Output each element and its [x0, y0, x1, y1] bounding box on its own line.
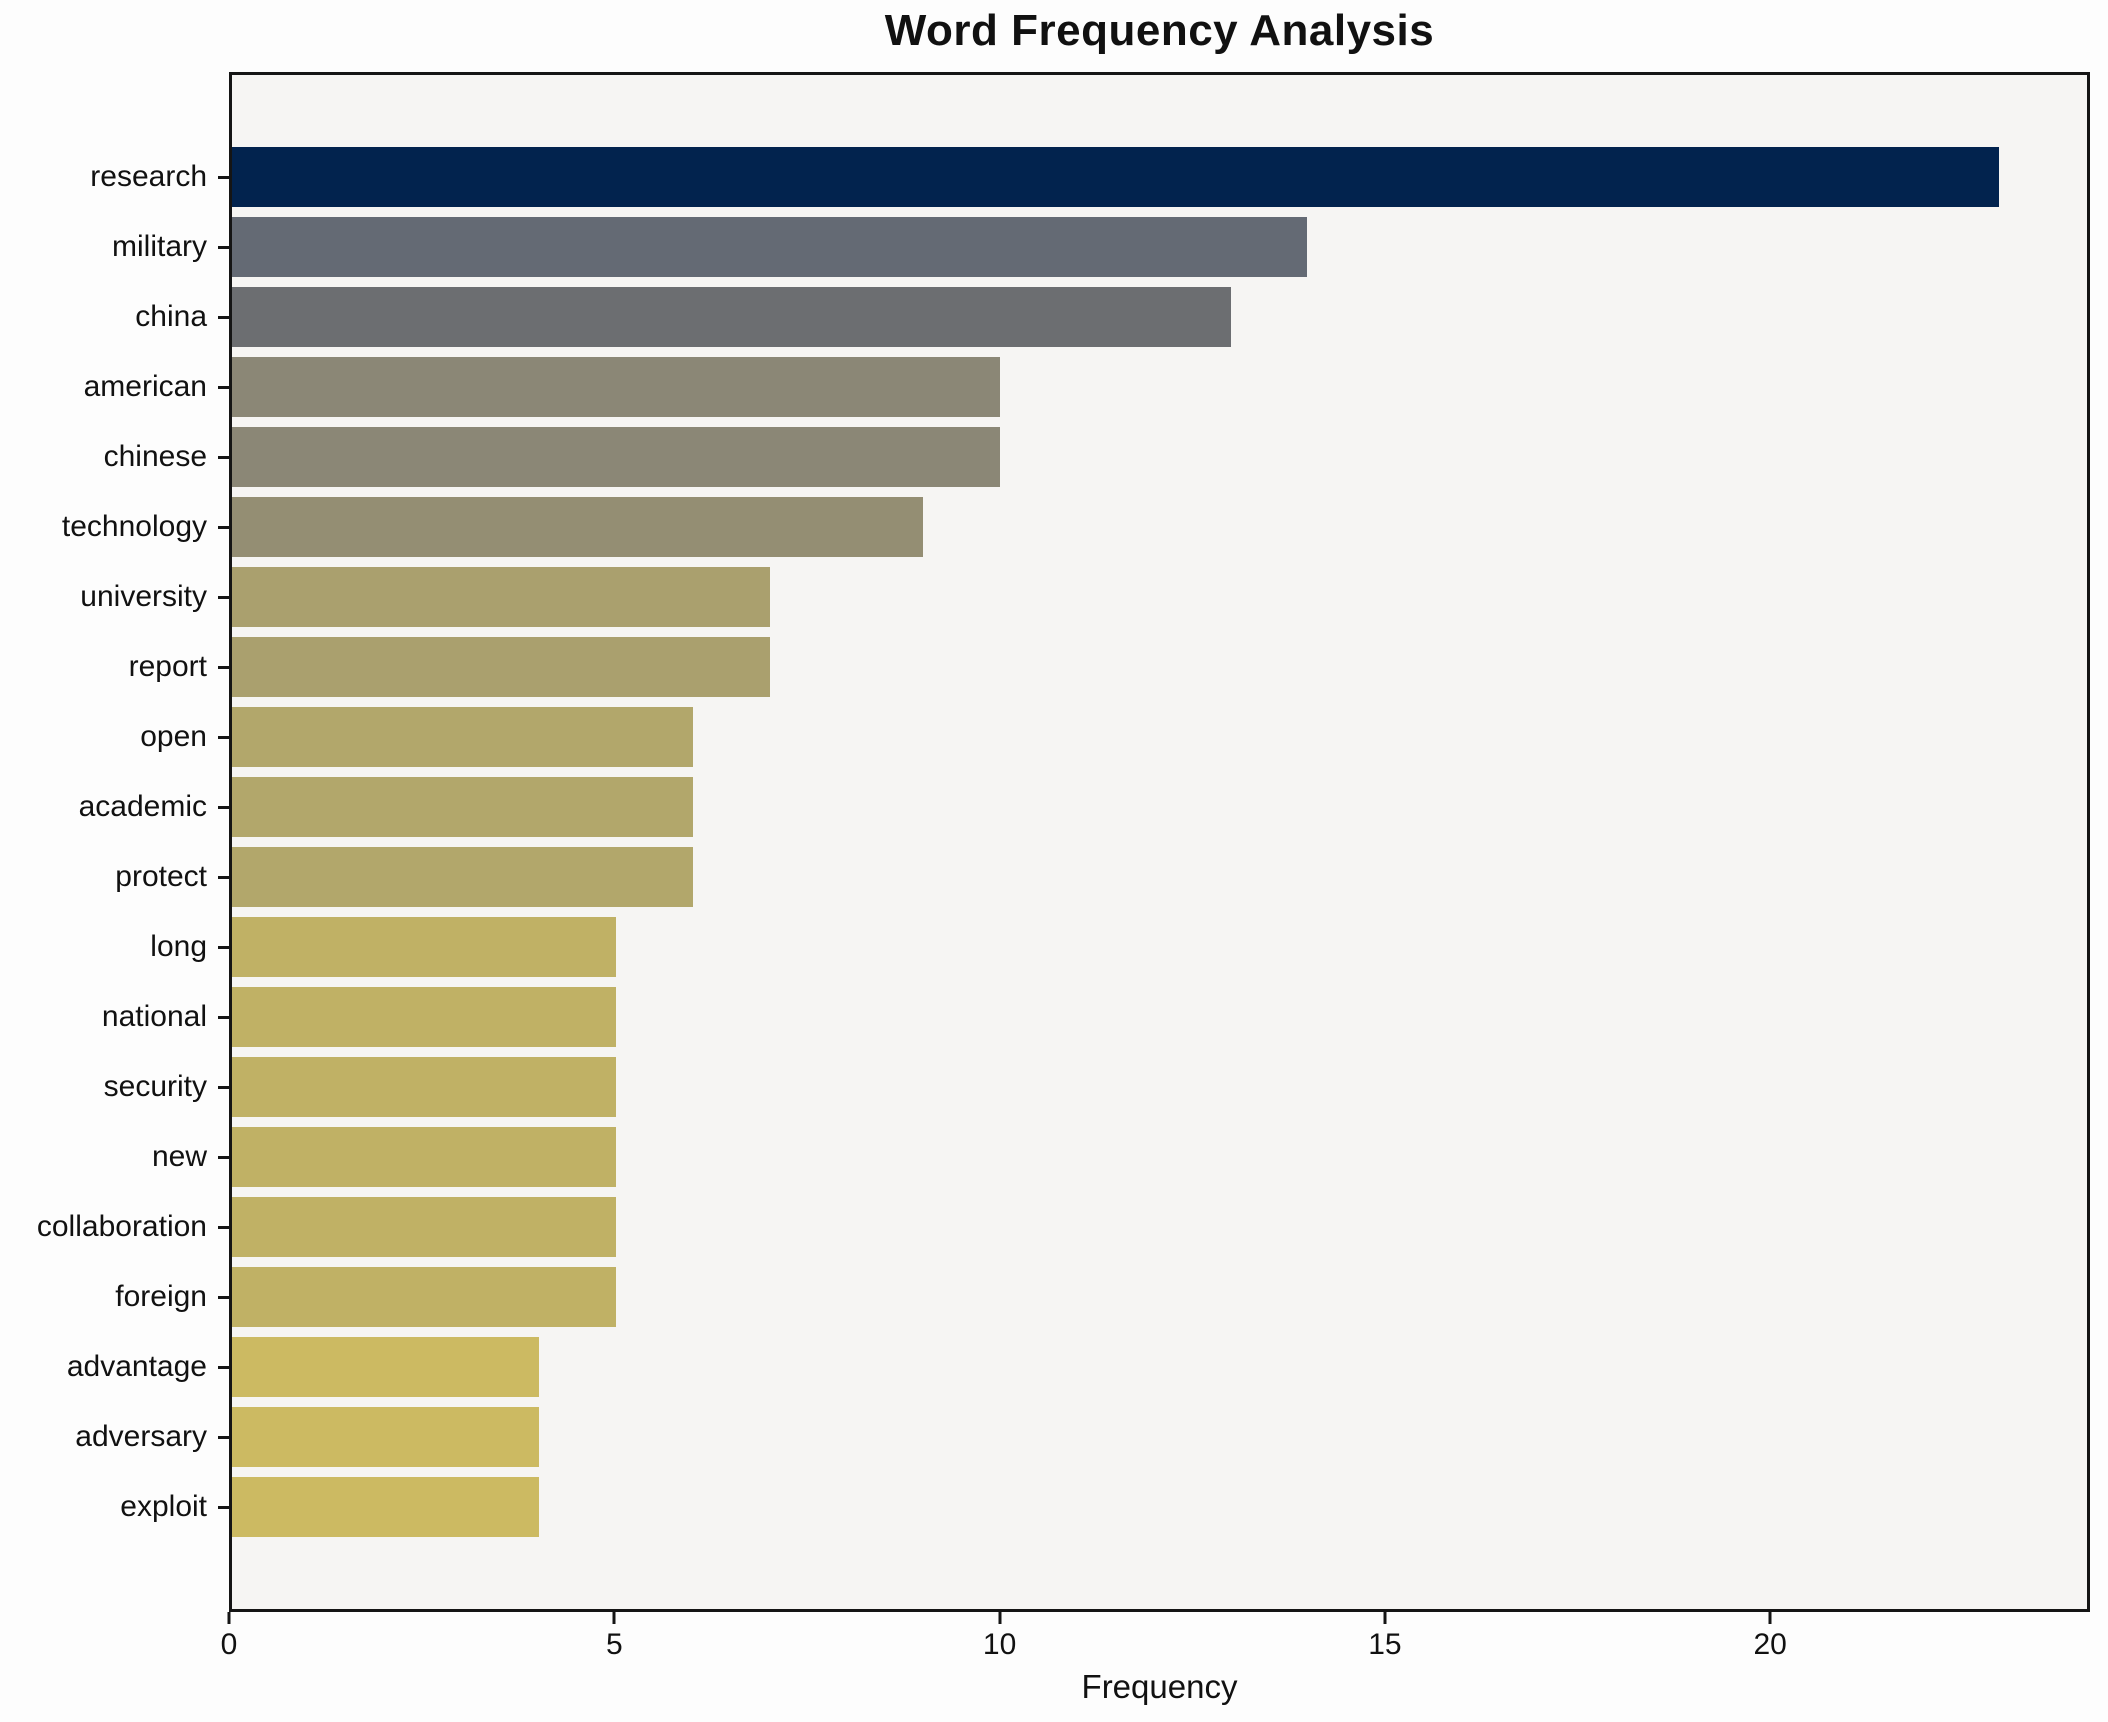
- y-tick-mark: [218, 735, 229, 739]
- y-tick-label-military: military: [112, 230, 207, 263]
- bar-row: [232, 492, 2087, 562]
- y-tick-mark: [218, 945, 229, 949]
- x-tick-mark: [1768, 1612, 1772, 1624]
- y-tick-label-collaboration: collaboration: [36, 1210, 207, 1243]
- x-axis: 0 5 10 15 20: [221, 1612, 2090, 1722]
- y-tick-mark: [218, 1155, 229, 1159]
- bar-row: [232, 1472, 2087, 1542]
- y-tick-label-report: report: [128, 650, 207, 683]
- bar-report: [232, 637, 770, 697]
- y-tick-label-foreign: foreign: [115, 1280, 207, 1313]
- bar-long: [232, 917, 617, 977]
- bar-row: [232, 982, 2087, 1052]
- bar-row: [232, 702, 2087, 772]
- x-tick-label-15: 15: [1368, 1628, 1402, 1661]
- y-tick-label-technology: technology: [61, 510, 207, 543]
- bar-row: [232, 1332, 2087, 1402]
- y-tick-label-china: china: [135, 300, 207, 333]
- y-tick-mark: [218, 1365, 229, 1369]
- x-tick-label-0: 0: [220, 1628, 238, 1661]
- y-tick-label-protect: protect: [115, 860, 207, 893]
- y-tick-mark: [218, 525, 229, 529]
- bar-row: [232, 282, 2087, 352]
- bar-row: [232, 632, 2087, 702]
- bar-row: [232, 352, 2087, 422]
- bar-row: [232, 912, 2087, 982]
- bar-row: [232, 142, 2087, 212]
- bar-american: [232, 357, 1001, 417]
- x-tick-label-10: 10: [982, 1628, 1017, 1661]
- y-tick-label-advantage: advantage: [66, 1350, 207, 1383]
- bar-foreign: [232, 1267, 617, 1327]
- x-tick-label-5: 5: [605, 1628, 623, 1661]
- y-tick-mark: [218, 1015, 229, 1019]
- bar-security: [232, 1057, 617, 1117]
- x-tick-mark: [998, 1612, 1002, 1624]
- y-tick-label-american: american: [83, 370, 207, 403]
- bar-row: [232, 1262, 2087, 1332]
- bar-exploit: [232, 1477, 540, 1537]
- y-tick-label-university: university: [80, 580, 207, 613]
- bar-protect: [232, 847, 693, 907]
- bar-technology: [232, 497, 924, 557]
- bar-row: [232, 1122, 2087, 1192]
- y-tick-mark: [218, 595, 229, 599]
- x-tick-label-20: 20: [1753, 1628, 1787, 1661]
- y-tick-mark: [218, 175, 229, 179]
- bar-adversary: [232, 1407, 540, 1467]
- y-tick-mark: [218, 455, 229, 459]
- y-tick-mark: [218, 385, 229, 389]
- chart-title: Word Frequency Analysis: [884, 6, 1435, 55]
- x-tick-mark: [612, 1612, 616, 1624]
- y-tick-label-research: research: [90, 160, 207, 193]
- bar-research: [232, 147, 1999, 207]
- y-tick-label-adversary: adversary: [75, 1420, 207, 1453]
- y-tick-mark: [218, 1085, 229, 1089]
- bar-china: [232, 287, 1231, 347]
- y-tick-mark: [218, 665, 229, 669]
- bars: [232, 75, 2087, 1609]
- y-tick-label-academic: academic: [78, 790, 207, 823]
- bar-academic: [232, 777, 693, 837]
- bar-chinese: [232, 427, 1001, 487]
- y-tick-mark: [218, 805, 229, 809]
- x-axis-label: Frequency: [1081, 1668, 1238, 1705]
- bar-military: [232, 217, 1308, 277]
- y-tick-mark: [218, 1225, 229, 1229]
- y-tick-label-national: national: [101, 1000, 207, 1033]
- y-tick-label-exploit: exploit: [120, 1490, 207, 1523]
- y-tick-mark: [218, 1295, 229, 1299]
- bar-row: [232, 212, 2087, 282]
- bar-national: [232, 987, 617, 1047]
- bar-row: [232, 1052, 2087, 1122]
- y-tick-mark: [218, 315, 229, 319]
- bar-row: [232, 422, 2087, 492]
- bar-row: [232, 1192, 2087, 1262]
- y-tick-mark: [218, 1505, 229, 1509]
- plot-area: [229, 72, 2090, 1612]
- bar-collaboration: [232, 1197, 617, 1257]
- y-tick-mark: [218, 875, 229, 879]
- x-tick-mark: [1383, 1612, 1387, 1624]
- bar-row: [232, 562, 2087, 632]
- y-axis: research military china american chinese tech…: [0, 72, 229, 1612]
- y-tick-mark: [218, 245, 229, 249]
- y-tick-label-new: new: [151, 1140, 207, 1173]
- bar-new: [232, 1127, 617, 1187]
- bar-advantage: [232, 1337, 540, 1397]
- y-tick-label-open: open: [140, 720, 207, 753]
- y-tick-mark: [218, 1435, 229, 1439]
- bar-university: [232, 567, 770, 627]
- y-tick-label-long: long: [150, 930, 207, 963]
- bar-row: [232, 772, 2087, 842]
- bar-open: [232, 707, 693, 767]
- y-tick-label-security: security: [103, 1070, 207, 1103]
- bar-row: [232, 842, 2087, 912]
- y-tick-label-chinese: chinese: [103, 440, 207, 473]
- bar-row: [232, 1402, 2087, 1472]
- x-tick-mark: [227, 1612, 231, 1624]
